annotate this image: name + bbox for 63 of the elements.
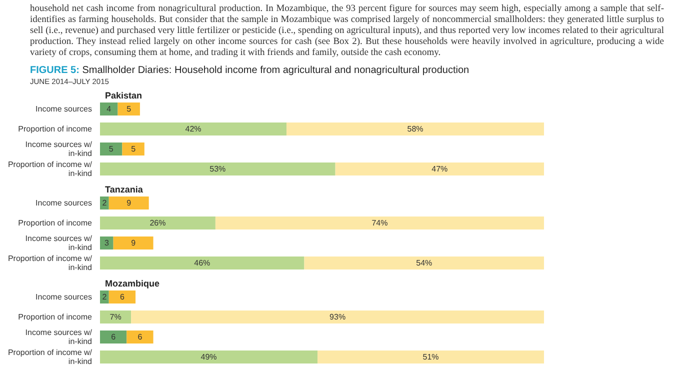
data-label: 42% (185, 124, 202, 134)
y-tick-label: Proportion of income w/in-kind (8, 160, 93, 178)
bar (100, 162, 336, 176)
data-label: 5 (126, 104, 132, 114)
text: household net cash income from nonagricultural production. In Mozambique, the 93 percent figure for sources may seem high, especially among a sample that self-identifies as farming households. But consider that the sample in Mozambique was comprised largely of noncommercial smallholders: they generated little surplus to sell (i.e., revenue) and purchased very little fertilizer or pesticide (i.e., spending on agricultural inputs), and thus reported very low incomes related to their agricultural production. They instead relied largely on other income sources for cash (see Box 2). But these households were heavily involved in agriculture, producing a wide variety of crops, consuming them at home, and trading it with friends and family, outside the cash economy. (30, 4, 664, 59)
bar (286, 122, 544, 136)
data-label: 53% (210, 164, 226, 174)
bar (100, 142, 122, 156)
data-label: 26% (150, 218, 166, 228)
data-label: 7% (110, 312, 122, 322)
bar (122, 142, 144, 156)
bar (113, 236, 154, 250)
y-tick-label: Proportion of income (18, 124, 93, 134)
bar (100, 310, 132, 324)
data-label: 2 (102, 198, 108, 208)
y-tick-label: Proportion of income (18, 218, 93, 228)
data-label: 51% (422, 352, 439, 362)
data-label: 47% (432, 164, 448, 174)
data-label: 9 (126, 198, 132, 208)
y-tick-label: Income sources w/in-kind (25, 234, 93, 252)
data-label: 54% (416, 258, 432, 268)
bar (304, 256, 544, 270)
data-label: 6 (120, 292, 125, 302)
y-tick-label: Income sources (36, 104, 92, 114)
data-label: 49% (200, 352, 217, 362)
y-tick-label: Income sources (36, 292, 92, 302)
bar (215, 216, 544, 230)
bar (100, 236, 114, 250)
data-label: 58% (407, 124, 424, 134)
bar (100, 350, 318, 364)
bar (335, 162, 544, 176)
bar (100, 256, 304, 270)
bar (108, 196, 149, 210)
data-label: 9 (131, 238, 136, 248)
data-label: 2 (102, 292, 108, 302)
bar (108, 290, 136, 304)
bar (100, 102, 118, 116)
y-tick-label: Proportion of income w/in-kind (8, 348, 93, 366)
bar (100, 122, 286, 136)
bar (118, 102, 140, 116)
data-label: 46% (194, 258, 210, 268)
data-label: 6 (111, 332, 116, 342)
data-label: 6 (138, 332, 143, 342)
bar (100, 216, 216, 230)
data-label: 74% (372, 218, 388, 228)
annotation: Tanzania (105, 184, 144, 194)
bar (131, 310, 544, 324)
y-tick-label: Proportion of income w/in-kind (8, 254, 93, 272)
data-label: 3 (104, 238, 110, 248)
bar (126, 330, 154, 344)
chart-title: FIGURE 5: Smallholder Diaries: Household income from agricultural and nonagricultural production (30, 65, 470, 76)
data-label: 4 (106, 104, 112, 114)
y-tick-label: Income sources (36, 198, 92, 208)
data-label: 5 (131, 144, 136, 154)
bar (100, 330, 127, 344)
bar (318, 350, 544, 364)
annotation: Pakistan (105, 90, 142, 100)
annotation: Mozambique (105, 278, 160, 288)
y-tick-label: Income sources w/in-kind (25, 140, 93, 158)
y-tick-label: Proportion of income (18, 312, 93, 322)
y-tick-label: Income sources w/in-kind (25, 328, 93, 346)
data-label: 93% (330, 312, 346, 322)
data-label: 5 (108, 144, 114, 154)
